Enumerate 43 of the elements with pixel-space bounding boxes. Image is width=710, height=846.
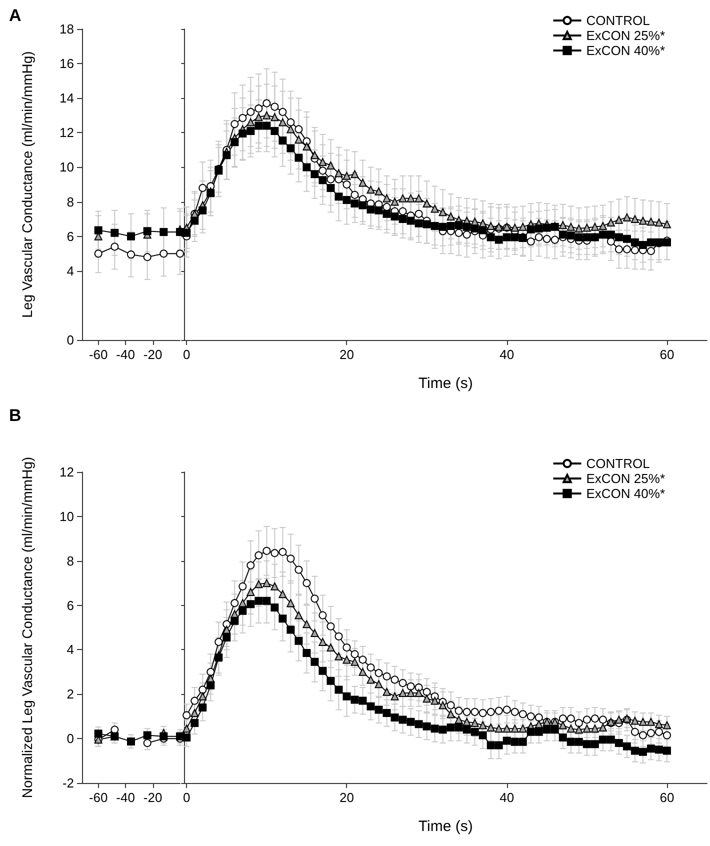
chart-title: B: [9, 406, 22, 425]
x-tick-label: 0: [183, 347, 190, 362]
y-tick-label: 6: [66, 598, 74, 613]
x-tick-label: -60: [88, 347, 108, 362]
y-tick-label: 8: [66, 553, 74, 568]
x-tick-label: 40: [500, 790, 514, 805]
legend-label: ExCON 25%*: [586, 471, 665, 486]
x-tick-label: 20: [340, 790, 354, 805]
y-tick-label: 0: [66, 731, 74, 746]
x-tick-label: -40: [116, 347, 135, 362]
x-tick-label: 60: [660, 347, 674, 362]
y-tick-label: 6: [66, 228, 74, 244]
x-tick-label: -20: [143, 790, 162, 805]
y-tick-label: 8: [66, 194, 74, 210]
legend-label: ExCON 40%*: [586, 43, 665, 58]
y-tick-label: 16: [60, 56, 74, 72]
y-axis-title: Leg Vascular Conductance (ml/min/mmHg): [19, 51, 35, 318]
x-tick-label: 20: [340, 347, 354, 362]
x-tick-label: 60: [660, 790, 674, 805]
y-tick-label: -2: [62, 776, 74, 790]
y-tick-label: 2: [66, 686, 74, 702]
x-tick-label: -40: [116, 790, 135, 805]
x-axis-title: Time (s): [418, 375, 473, 392]
y-tick-label: 10: [60, 160, 74, 175]
y-tick-label: 10: [60, 508, 74, 524]
y-tick-label: 12: [60, 125, 74, 140]
legend-label: ExCON 25%*: [586, 28, 665, 43]
x-tick-label: 0: [183, 790, 190, 805]
y-tick-label: 14: [60, 90, 74, 106]
x-tick-label: -60: [88, 790, 108, 805]
y-tick-label: 4: [66, 642, 74, 658]
x-tick-label: 40: [500, 347, 514, 362]
legend-label: ExCON 40%*: [586, 486, 665, 501]
legend-label: CONTROL: [586, 456, 650, 471]
chart-title: A: [9, 6, 22, 25]
y-tick-label: 18: [60, 22, 74, 36]
legend-label: CONTROL: [586, 13, 650, 28]
y-tick-label: 4: [66, 263, 74, 278]
y-axis-title: Normalized Leg Vascular Conductance (ml/min/mmHg): [19, 456, 35, 798]
x-tick-label: -20: [143, 347, 162, 362]
y-tick-label: 12: [60, 464, 74, 480]
x-axis-title: Time (s): [418, 818, 473, 835]
y-tick-label: 0: [66, 332, 74, 348]
